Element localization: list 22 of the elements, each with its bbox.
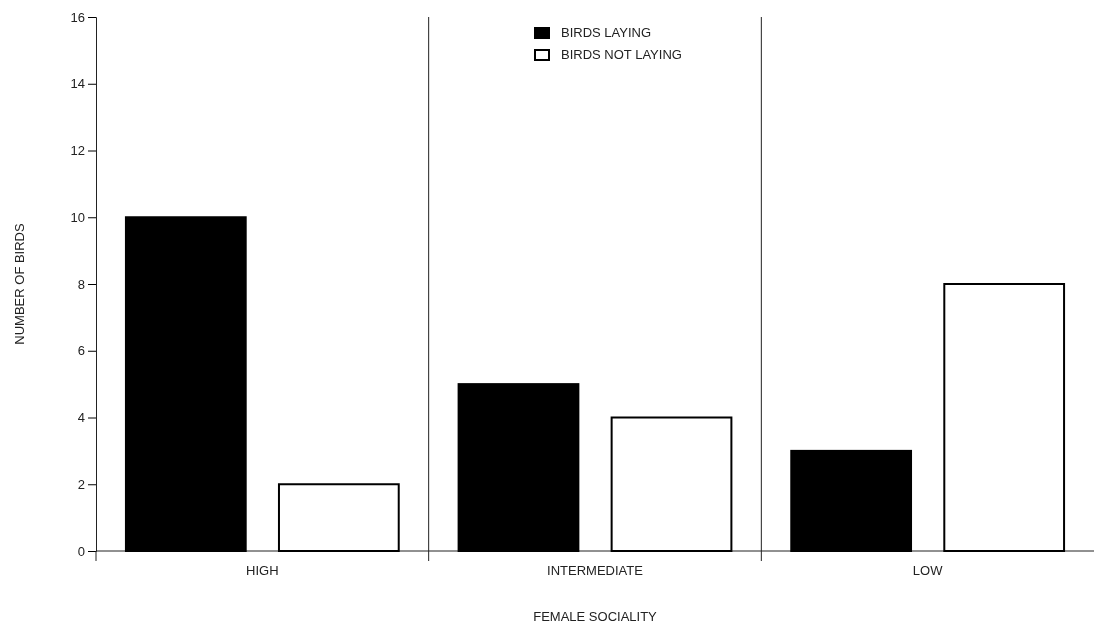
y-axis-title: NUMBER OF BIRDS [12, 223, 27, 345]
y-tick-label: 2 [77, 476, 85, 492]
y-tick-label: 6 [77, 343, 85, 359]
bar [124, 216, 247, 552]
y-tick-label: 4 [77, 410, 85, 426]
x-tick-label: HIGH [246, 563, 279, 578]
x-tick-label: INTERMEDIATE [547, 563, 644, 578]
legend-label: BIRDS LAYING [561, 25, 652, 40]
bar [790, 449, 913, 552]
x-tick-label: LOW [912, 563, 944, 578]
y-tick-label: 8 [77, 276, 85, 292]
y-tick-label: 10 [70, 209, 85, 225]
y-tick-label: 12 [70, 143, 85, 159]
y-tick-label: 0 [77, 543, 85, 559]
bar [277, 483, 400, 552]
bar [943, 283, 1066, 552]
x-axis-title: FEMALE SOCIALITY [533, 609, 658, 624]
legend-label: BIRDS NOT LAYING [561, 47, 682, 62]
y-tick-label: 14 [70, 76, 85, 92]
bar [457, 383, 580, 552]
bar [610, 416, 733, 552]
y-tick-label: 16 [70, 9, 85, 25]
